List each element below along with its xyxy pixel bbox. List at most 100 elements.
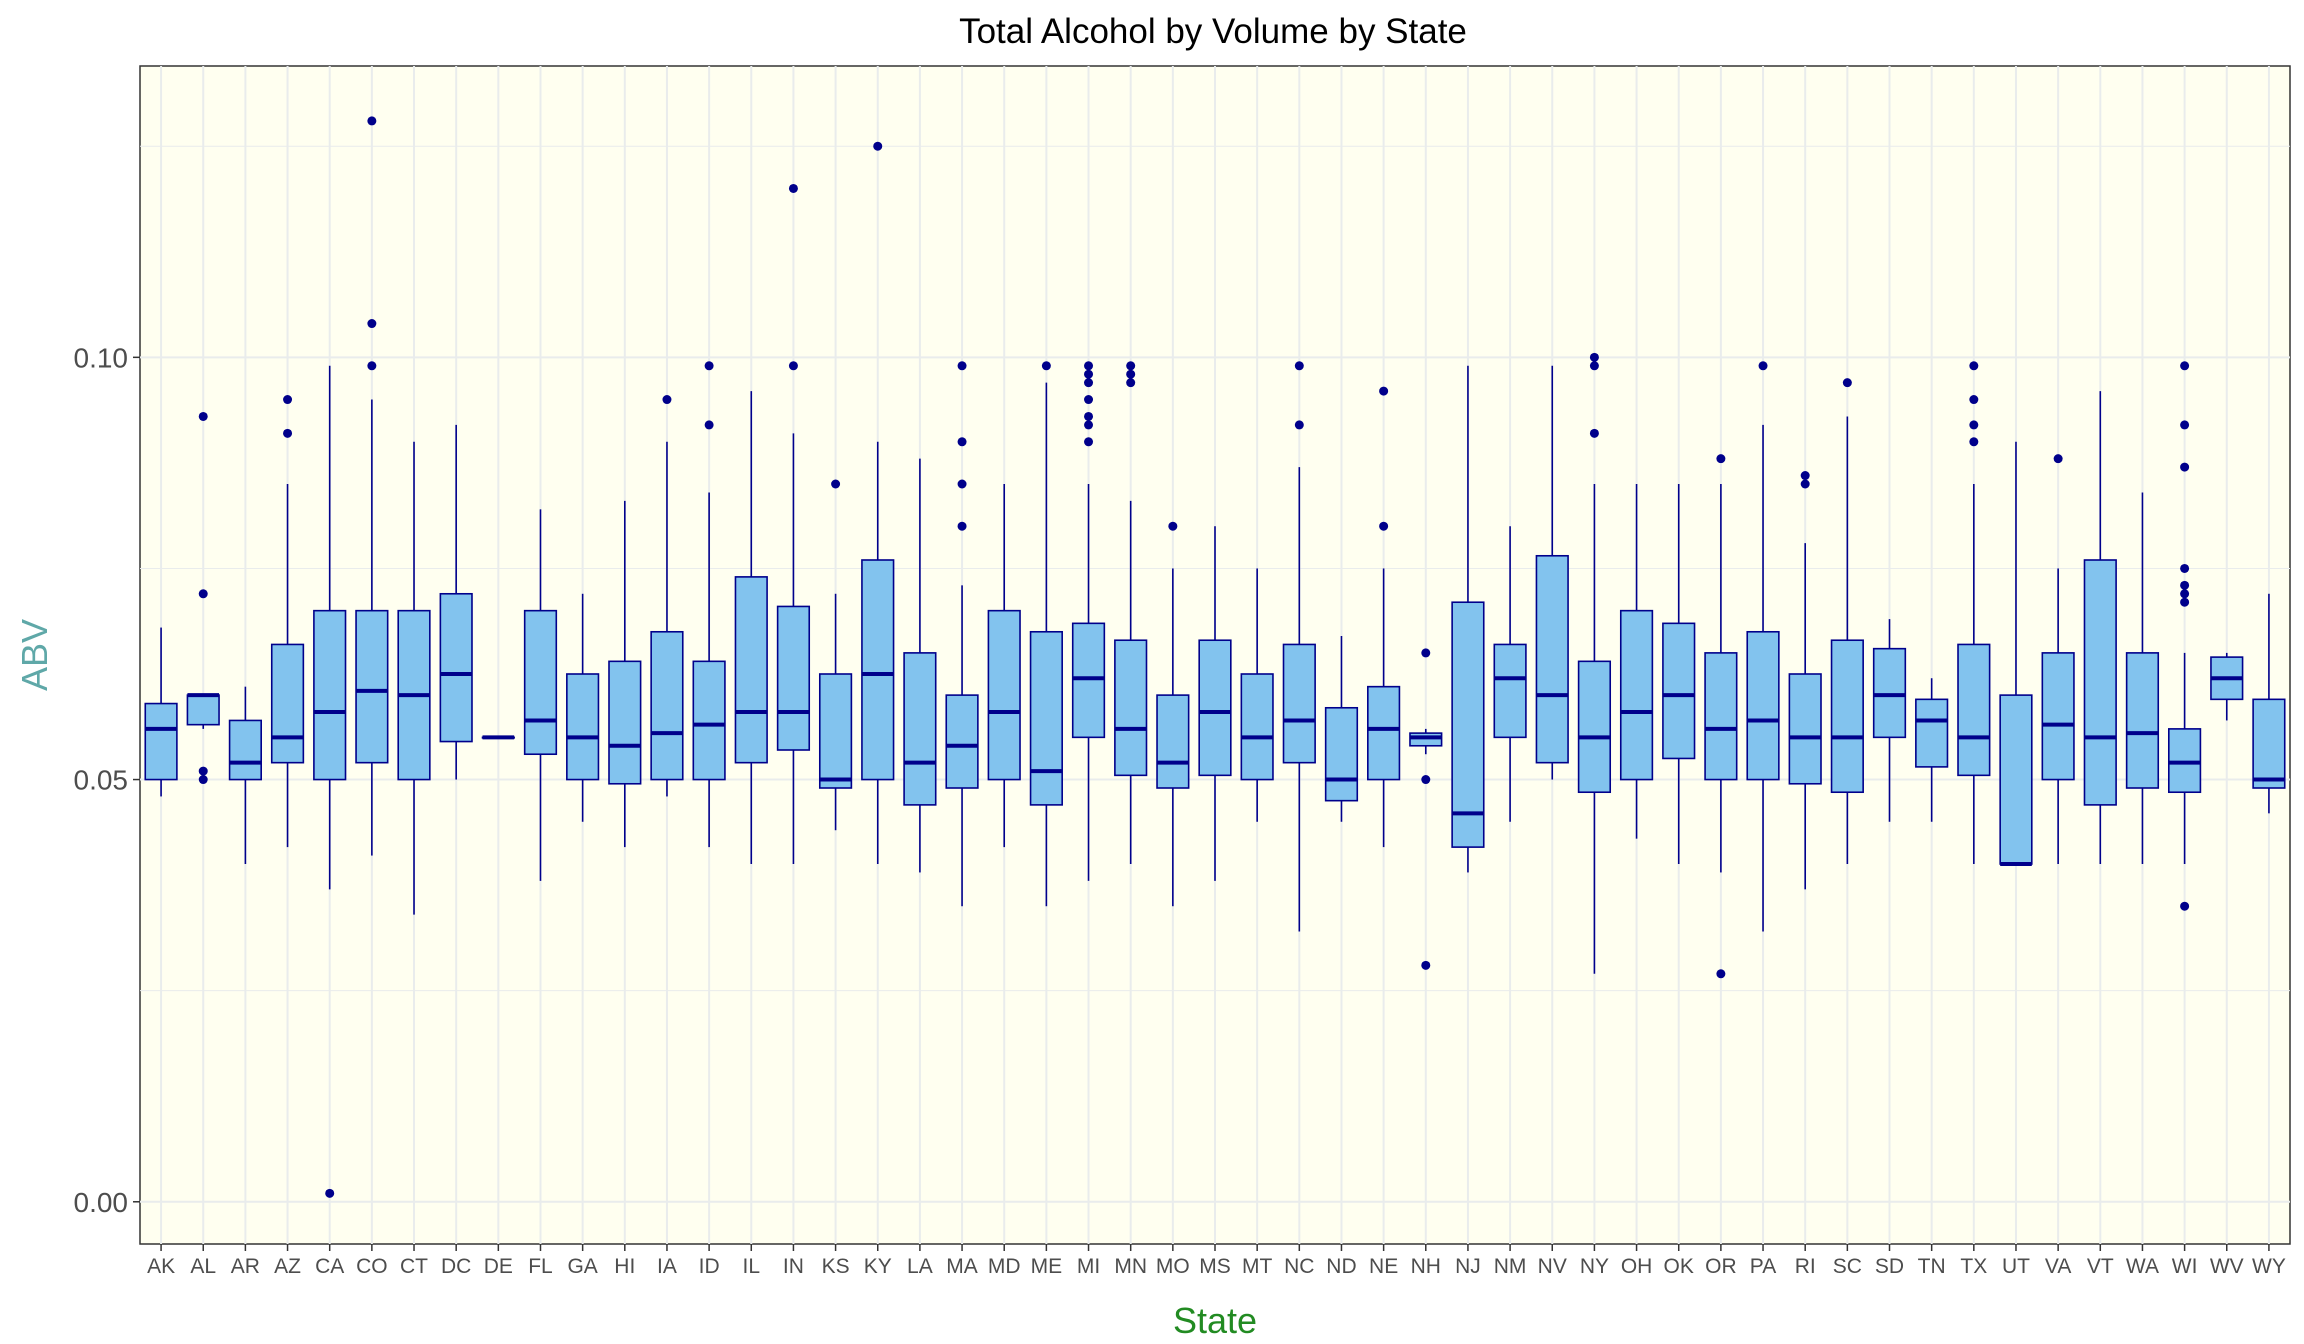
box-iqr — [270, 643, 305, 764]
box-iqr — [228, 719, 263, 781]
outlier-point — [283, 428, 293, 438]
outlier-point — [1084, 411, 1094, 421]
x-tick-label: OR — [1705, 1255, 1737, 1278]
x-tick-label: IA — [657, 1255, 677, 1278]
x-axis: AK AL AR AZ CA CO CT DC DE FL GA HI IA ID IL IN KS KY LA MA… — [147, 1244, 2286, 1278]
y-tick-label: 0.05 — [74, 765, 129, 796]
outlier-point — [367, 361, 377, 371]
box-CO — [355, 116, 389, 856]
box-iqr — [566, 673, 600, 781]
box-MA — [945, 361, 979, 907]
outlier-point — [1041, 361, 1051, 371]
x-tick-label: MN — [1114, 1255, 1147, 1278]
box-NC — [1282, 361, 1316, 932]
box-iqr — [1788, 673, 1822, 785]
box-ID — [692, 361, 726, 848]
outlier-point — [1084, 437, 1094, 447]
box-DE — [481, 735, 515, 740]
outlier-point — [1800, 471, 1810, 481]
outlier-point — [1969, 361, 1979, 371]
x-tick-label: MT — [1242, 1255, 1272, 1278]
x-tick-label: ID — [699, 1255, 720, 1278]
box-MN — [1114, 361, 1148, 864]
box-iqr — [313, 609, 347, 781]
outlier-point — [1126, 369, 1136, 379]
y-tick-label: 0.10 — [74, 342, 129, 373]
box-UT — [1999, 441, 2033, 866]
box-iqr — [1704, 652, 1738, 781]
outlier-point — [1969, 437, 1979, 447]
box-WV — [2210, 652, 2244, 721]
box-NV — [1535, 365, 1569, 780]
box-iqr — [2083, 559, 2117, 806]
x-tick-label: OH — [1621, 1255, 1653, 1278]
outlier-point — [1842, 378, 1852, 388]
box-iqr — [861, 559, 895, 781]
outlier-point — [1589, 361, 1599, 371]
box-VA — [2041, 454, 2075, 864]
box-iqr — [2167, 728, 2202, 794]
box-series — [144, 116, 2286, 1198]
outlier-point — [198, 411, 208, 421]
box-ME — [1029, 361, 1063, 907]
x-tick-label: NY — [1580, 1255, 1609, 1278]
box-TX — [1957, 361, 1991, 864]
box-VT — [2083, 391, 2117, 864]
box-MI — [1071, 361, 1106, 881]
box-WA — [2125, 492, 2160, 864]
box-iqr — [1114, 639, 1148, 777]
outlier-point — [1421, 775, 1431, 785]
box-iqr — [608, 660, 642, 785]
box-iqr — [776, 605, 811, 751]
box-OK — [1662, 484, 1696, 864]
x-tick-label: NJ — [1455, 1255, 1481, 1278]
outlier-point — [1084, 369, 1094, 379]
outlier-point — [1084, 361, 1094, 371]
x-tick-label: PA — [1750, 1255, 1776, 1278]
box-PA — [1746, 361, 1780, 932]
x-tick-label: KS — [822, 1255, 850, 1278]
x-tick-label: HI — [614, 1255, 635, 1278]
outlier-point — [1969, 395, 1979, 405]
outlier-point — [367, 319, 377, 329]
x-tick-label: DE — [484, 1255, 513, 1278]
box-DC — [439, 424, 473, 780]
box-iqr — [1662, 622, 1696, 760]
y-tick-label: 0.00 — [74, 1187, 129, 1218]
box-iqr — [903, 652, 937, 806]
x-tick-label: FL — [528, 1255, 553, 1278]
x-tick-label: WA — [2126, 1255, 2159, 1278]
x-tick-label: AK — [147, 1255, 175, 1278]
x-tick-label: LA — [907, 1255, 933, 1278]
box-IN — [776, 183, 811, 864]
outlier-point — [325, 1188, 335, 1198]
box-NH — [1409, 648, 1443, 970]
box-iqr — [1240, 673, 1274, 781]
x-tick-label: TN — [1918, 1255, 1946, 1278]
x-tick-label: VA — [2045, 1255, 2071, 1278]
box-iqr — [1156, 694, 1190, 789]
outlier-point — [2180, 361, 2190, 371]
box-iqr — [2041, 652, 2075, 781]
box-WI — [2167, 361, 2202, 911]
outlier-point — [1294, 420, 1304, 430]
box-MS — [1198, 526, 1232, 881]
outlier-point — [1589, 428, 1599, 438]
box-NJ — [1451, 365, 1485, 873]
y-axis-title: ABV — [14, 619, 55, 691]
box-iqr — [2252, 698, 2286, 789]
outlier-point — [788, 361, 798, 371]
outlier-point — [662, 395, 672, 405]
box-NY — [1577, 352, 1612, 974]
x-tick-label: SC — [1833, 1255, 1862, 1278]
box-iqr — [1999, 694, 2033, 865]
box-CA — [313, 365, 347, 1198]
box-iqr — [186, 694, 220, 726]
x-tick-label: CA — [315, 1255, 344, 1278]
x-tick-label: ME — [1031, 1255, 1063, 1278]
box-iqr — [1830, 639, 1864, 794]
box-NE — [1367, 386, 1401, 848]
box-HI — [608, 500, 642, 848]
box-iqr — [1535, 554, 1569, 764]
